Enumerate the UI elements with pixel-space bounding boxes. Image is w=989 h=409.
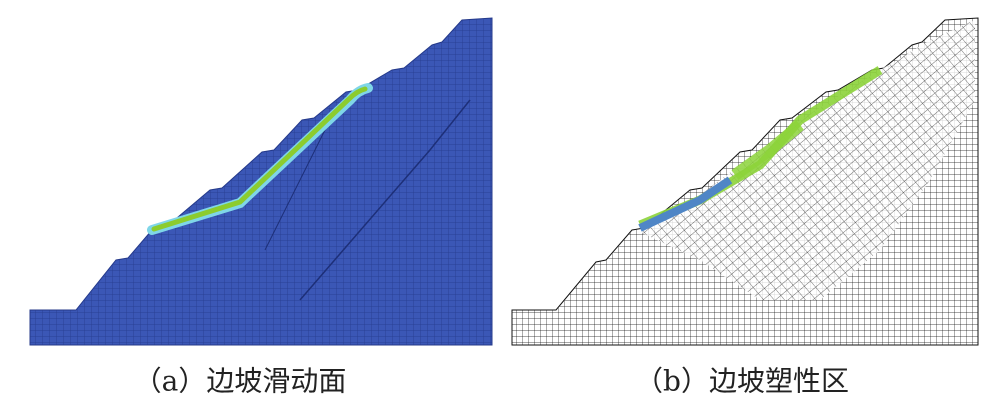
panel-b-image	[511, 17, 979, 346]
caption: （b）边坡塑性区	[635, 365, 849, 398]
caption: （a）边坡滑动面	[134, 365, 347, 398]
panel-a-image	[29, 17, 493, 346]
